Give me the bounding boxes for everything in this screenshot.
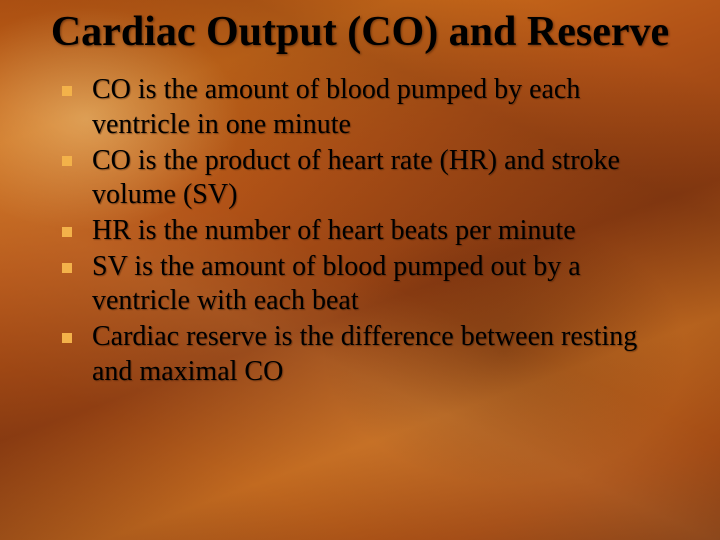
list-item: HR is the number of heart beats per minu… [60,214,682,248]
list-item-text: SV is the amount of blood pumped out by … [92,251,581,316]
list-item: SV is the amount of blood pumped out by … [60,250,682,318]
list-item: CO is the amount of blood pumped by each… [60,73,682,141]
list-item: CO is the product of heart rate (HR) and… [60,144,682,212]
list-item-text: CO is the amount of blood pumped by each… [92,74,580,139]
list-item-text: Cardiac reserve is the difference betwee… [92,321,637,386]
list-item: Cardiac reserve is the difference betwee… [60,320,682,388]
slide-content: Cardiac Output (CO) and Reserve CO is th… [0,0,720,540]
slide: Cardiac Output (CO) and Reserve CO is th… [0,0,720,540]
list-item-text: CO is the product of heart rate (HR) and… [92,145,620,210]
bullet-list: CO is the amount of blood pumped by each… [30,73,690,388]
slide-title: Cardiac Output (CO) and Reserve [30,10,690,55]
list-item-text: HR is the number of heart beats per minu… [92,215,576,246]
